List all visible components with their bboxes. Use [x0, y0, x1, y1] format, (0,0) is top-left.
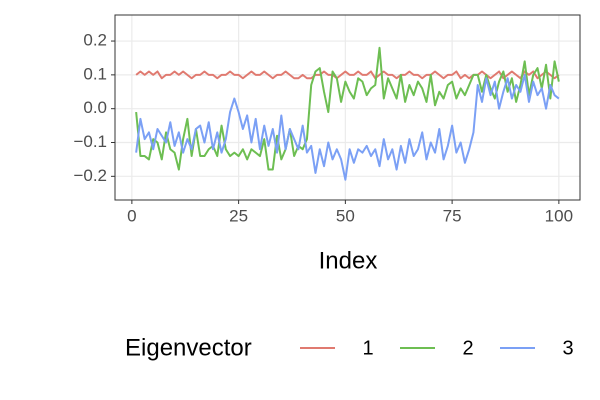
series-line [135, 73, 560, 181]
legend-label: 1 [362, 337, 373, 359]
y-tick-label: 0.0 [83, 98, 107, 117]
series-line [135, 46, 560, 171]
legend-label: 2 [462, 337, 473, 359]
y-tick-label: −0.1 [73, 132, 107, 151]
y-tick-label: 0.2 [83, 31, 107, 50]
x-tick-label: 50 [336, 206, 355, 225]
y-tick-label: 0.1 [83, 64, 107, 83]
x-tick-label: 25 [229, 206, 248, 225]
x-axis-title: Index [319, 247, 378, 274]
x-tick-label: 0 [127, 206, 136, 225]
x-tick-label: 75 [443, 206, 462, 225]
y-tick-label: −0.2 [73, 166, 107, 185]
x-tick-label: 100 [545, 206, 573, 225]
series-line [135, 70, 560, 80]
legend-title: Eigenvector [125, 334, 252, 361]
plot-panel [115, 15, 580, 200]
legend-label: 3 [562, 337, 573, 359]
plot-border [114, 14, 581, 201]
